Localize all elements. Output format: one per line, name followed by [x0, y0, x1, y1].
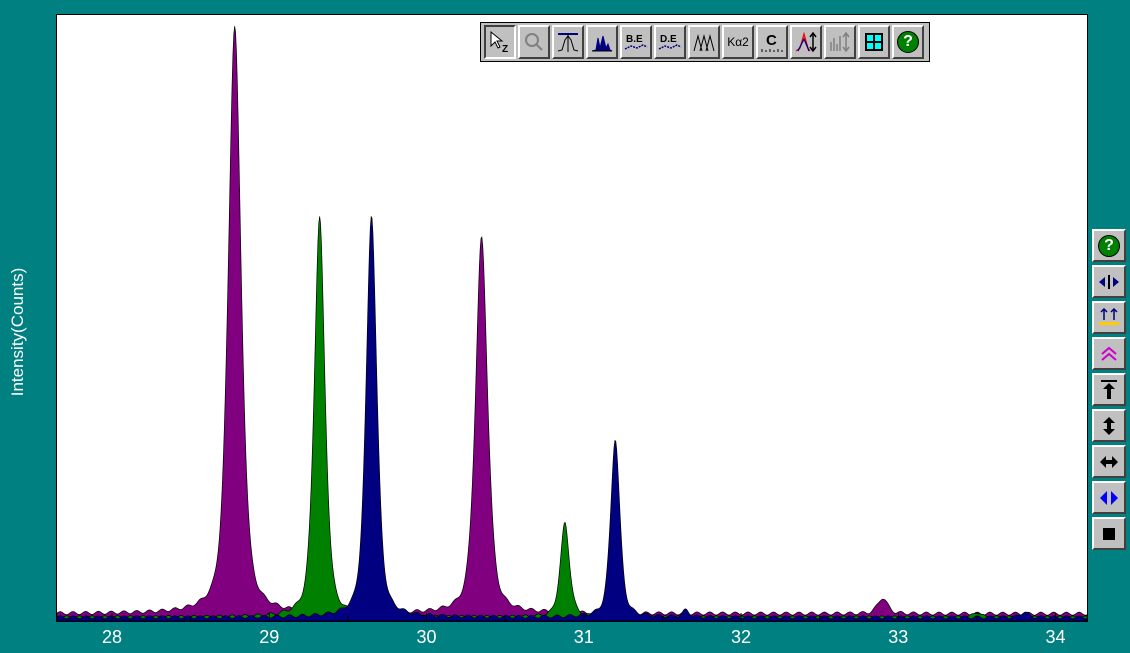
- calibrate-button[interactable]: C: [756, 25, 788, 59]
- chart: [57, 26, 1087, 621]
- x-tick-label: 32: [731, 627, 752, 647]
- expand-horizontal-button[interactable]: [1092, 265, 1126, 298]
- peak-scale-button[interactable]: [790, 25, 822, 59]
- help-icon: ?: [1098, 234, 1120, 257]
- peak-fill-button[interactable]: [586, 25, 618, 59]
- data-edit-button[interactable]: D.E: [654, 25, 686, 59]
- bar-scale-button[interactable]: [824, 25, 856, 59]
- svg-text:Z: Z: [502, 44, 508, 54]
- help-button[interactable]: ?: [892, 25, 924, 59]
- peak-fill-icon: [591, 35, 613, 52]
- svg-text:D.E: D.E: [660, 34, 677, 45]
- x-tick-label: 29: [259, 627, 280, 647]
- grid-icon: [865, 33, 883, 51]
- ka2-button[interactable]: Kα2: [722, 25, 754, 59]
- side-toolbar: ?: [1091, 228, 1129, 552]
- x-tick-label: 34: [1045, 627, 1066, 647]
- svg-text:B.E: B.E: [626, 34, 643, 45]
- arrow-left-right-button[interactable]: [1092, 445, 1126, 478]
- arrow-up-top-button[interactable]: [1092, 373, 1126, 406]
- arrow-up-top-icon: [1101, 379, 1117, 399]
- arrow-up-down-button[interactable]: [1092, 409, 1126, 442]
- arrow-up-down-icon: [1103, 416, 1115, 435]
- y-axis-label: Intensity(Counts): [8, 267, 27, 397]
- peak-marker-button[interactable]: [552, 25, 584, 59]
- peak-scale-icon: [795, 31, 817, 53]
- magnifier-icon: [525, 33, 543, 51]
- shift-left-right-button[interactable]: [1092, 481, 1126, 514]
- zoom-select-icon: Z: [490, 30, 508, 54]
- baseline-adjust-icon: [1099, 307, 1119, 325]
- peaks-outline-button[interactable]: [688, 25, 720, 59]
- x-tick-label: 33: [888, 627, 909, 647]
- double-up-icon: [1101, 346, 1117, 361]
- series-area-1: [57, 216, 1087, 621]
- series-area-0: [57, 26, 1087, 621]
- magnifier-button[interactable]: [518, 25, 550, 59]
- bar-scale-icon: [830, 31, 850, 53]
- x-tick-label: 31: [573, 627, 594, 647]
- shift-left-right-icon: [1100, 490, 1118, 505]
- grid-button[interactable]: [858, 25, 890, 59]
- side-help-button[interactable]: ?: [1092, 229, 1126, 262]
- peaks-outline-icon: [693, 34, 715, 52]
- plot-area[interactable]: [56, 14, 1088, 622]
- series-area-2: [57, 215, 1087, 621]
- svg-text:C: C: [766, 32, 777, 49]
- data-edit-icon: D.E: [658, 34, 682, 50]
- calibrate-icon: C: [761, 32, 783, 52]
- top-toolbar: Z B.E D.E: [480, 22, 930, 62]
- background-edit-button[interactable]: B.E: [620, 25, 652, 59]
- double-up-button[interactable]: [1092, 337, 1126, 370]
- arrow-left-right-icon: [1100, 455, 1118, 468]
- x-tick-label: 30: [416, 627, 437, 647]
- baseline-adjust-button[interactable]: [1092, 301, 1126, 334]
- x-tick-label: 28: [102, 627, 123, 647]
- stop-icon: [1103, 527, 1115, 540]
- zoom-select-button[interactable]: Z: [484, 25, 516, 59]
- help-icon: ?: [897, 31, 919, 53]
- stop-button[interactable]: [1092, 517, 1126, 550]
- expand-horizontal-icon: [1099, 274, 1119, 289]
- peak-marker-icon: [557, 33, 579, 52]
- background-edit-icon: B.E: [624, 34, 648, 50]
- ka2-icon: Kα2: [727, 35, 749, 49]
